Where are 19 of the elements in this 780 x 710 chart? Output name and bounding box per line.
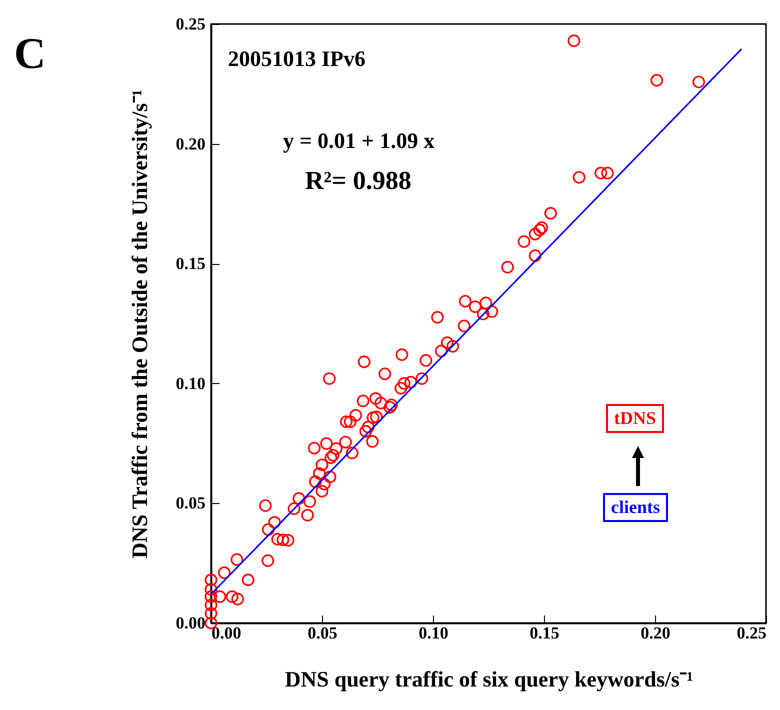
annotation: y = 0.01 + 1.09 x bbox=[283, 128, 435, 154]
annotation: tDNS bbox=[606, 404, 664, 433]
annotation: R²= 0.988 bbox=[305, 166, 412, 196]
annotation: 20051013 IPv6 bbox=[228, 46, 366, 72]
y-axis-title: DNS Traffic from the Outside of the University/s⁻¹ bbox=[126, 90, 152, 558]
y-tick-label: 0.15 bbox=[176, 254, 206, 274]
annotation: clients bbox=[603, 493, 668, 522]
y-tick-label: 0.25 bbox=[176, 14, 206, 34]
text: C bbox=[14, 28, 46, 79]
x-tick-label: 0.10 bbox=[418, 624, 448, 642]
x-tick-label: 0.05 bbox=[308, 624, 338, 642]
x-tick-label: 0.00 bbox=[212, 624, 242, 642]
x-tick-label: 0.20 bbox=[640, 624, 670, 642]
x-tick-label: 0.15 bbox=[530, 624, 560, 642]
y-tick-label: 0.10 bbox=[176, 374, 206, 393]
x-axis-title: DNS query traffic of six query keywords/s⁻¹ bbox=[284, 666, 694, 692]
x-tick-label: 0.25 bbox=[736, 624, 766, 642]
y-tick-label: 0.05 bbox=[176, 494, 206, 513]
y-tick-label: 0.20 bbox=[176, 134, 206, 154]
